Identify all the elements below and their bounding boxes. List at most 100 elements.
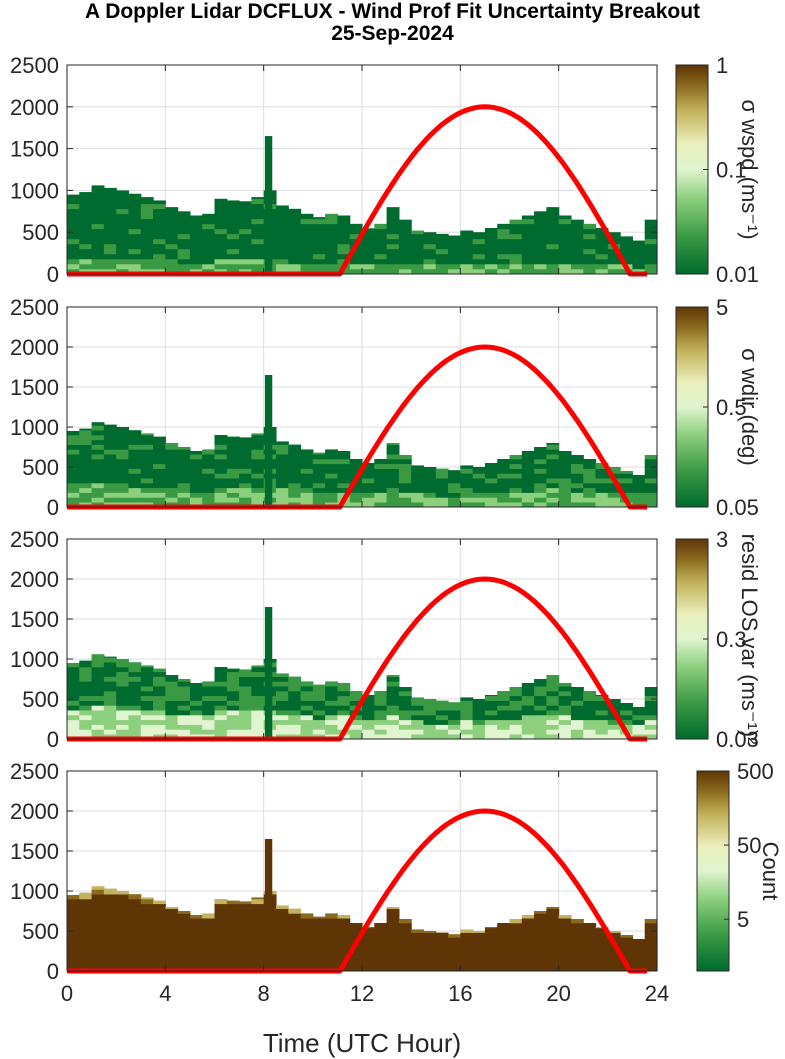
heatmap-cell — [226, 473, 240, 479]
heatmap-cell — [632, 240, 646, 245]
y-tick-label: 500 — [22, 220, 59, 245]
heatmap-cell — [300, 483, 314, 489]
x-tick-label: 4 — [159, 981, 171, 1006]
heatmap-cell — [251, 927, 265, 933]
heatmap-cell — [153, 497, 166, 503]
heatmap-cell — [558, 238, 572, 245]
heatmap-cell — [349, 483, 363, 489]
heatmap-cell — [472, 961, 486, 967]
heatmap-cell — [91, 686, 105, 692]
heatmap-cell — [337, 238, 351, 245]
heatmap-cell — [521, 966, 535, 972]
heatmap-cell — [583, 734, 597, 740]
heatmap-cell — [202, 468, 216, 474]
heatmap-cell — [128, 724, 142, 730]
heatmap-cell — [620, 238, 634, 245]
heatmap-cell — [362, 947, 375, 953]
heatmap-cell — [103, 188, 117, 195]
heatmap-cell — [91, 487, 105, 493]
heatmap-cell — [349, 468, 363, 474]
heatmap-cell — [91, 223, 105, 230]
heatmap-cell — [165, 675, 179, 677]
heatmap-cell — [67, 228, 80, 235]
heatmap-cell — [67, 923, 80, 929]
heatmap-cell — [275, 961, 289, 967]
heatmap-cell — [128, 248, 142, 255]
heatmap-cell — [251, 715, 265, 721]
heatmap-cell — [67, 431, 80, 436]
heatmap-cell — [116, 228, 130, 235]
heatmap-cell — [251, 913, 265, 919]
heatmap-cell — [460, 483, 474, 489]
heatmap-cell — [607, 729, 621, 735]
heatmap-cell — [153, 695, 166, 701]
heatmap-cell — [67, 208, 80, 215]
heatmap-cell — [472, 699, 486, 701]
heatmap-cell — [312, 947, 326, 953]
heatmap-cell — [607, 734, 621, 740]
heatmap-cell — [558, 956, 572, 962]
heatmap-cell — [423, 233, 437, 240]
heatmap-cell — [337, 932, 351, 938]
heatmap-cell — [226, 478, 240, 484]
heatmap-cell — [140, 253, 154, 260]
heatmap-cell — [595, 233, 609, 240]
heatmap-cell — [362, 927, 375, 929]
heatmap-cell — [607, 951, 621, 957]
heatmap-cell — [165, 710, 179, 716]
heatmap-cell — [398, 219, 412, 225]
heatmap-cell — [570, 487, 584, 493]
heatmap-cell — [570, 253, 584, 260]
heatmap-cell — [386, 483, 400, 489]
heatmap-cell — [103, 686, 117, 692]
heatmap-cell — [153, 243, 166, 250]
heatmap-cell — [140, 665, 154, 668]
heatmap-cell — [153, 951, 166, 957]
heatmap-cell — [632, 483, 646, 489]
heatmap-cell — [288, 213, 302, 220]
heatmap-cell — [325, 923, 339, 929]
heatmap-cell — [337, 487, 351, 493]
heatmap-cell — [165, 228, 179, 235]
heatmap-cell — [202, 218, 216, 225]
heatmap-cell — [632, 719, 646, 725]
heatmap-cell — [632, 243, 646, 250]
heatmap-cell — [509, 483, 523, 489]
heatmap-cell — [448, 937, 461, 943]
heatmap-cell — [607, 724, 621, 730]
heatmap-cell — [472, 724, 486, 730]
heatmap-cell — [411, 483, 425, 489]
heatmap-cell — [472, 700, 486, 706]
heatmap-cell — [558, 705, 572, 711]
heatmap-cell — [275, 459, 289, 465]
y-tick-label: 0 — [47, 959, 59, 984]
heatmap-cell — [239, 671, 252, 677]
heatmap-cell — [521, 268, 535, 275]
heatmap-cell — [103, 228, 117, 235]
heatmap-cell — [116, 468, 130, 474]
heatmap-cell — [374, 268, 388, 275]
heatmap-cell — [509, 715, 523, 721]
heatmap-cell — [165, 487, 179, 493]
heatmap-cell — [79, 937, 93, 943]
heatmap-cell — [595, 956, 609, 962]
heatmap-cell — [214, 724, 228, 730]
heatmap-cell — [116, 492, 130, 498]
heatmap-cell — [644, 253, 658, 260]
heatmap-cell — [349, 502, 363, 508]
heatmap-cell — [521, 248, 535, 255]
heatmap-cell — [583, 228, 597, 235]
heatmap-cell — [546, 268, 560, 275]
heatmap-cell — [509, 455, 523, 460]
heatmap-cell — [140, 435, 154, 441]
heatmap-cell — [546, 218, 560, 225]
heatmap-cell — [153, 263, 166, 270]
heatmap-cell — [374, 705, 388, 711]
heatmap-cell — [67, 903, 80, 909]
heatmap-cell — [202, 463, 216, 469]
heatmap-cell — [411, 700, 425, 706]
heatmap-cell — [67, 913, 80, 919]
y-tick-label: 2500 — [10, 295, 59, 320]
heatmap-cell — [177, 700, 191, 706]
